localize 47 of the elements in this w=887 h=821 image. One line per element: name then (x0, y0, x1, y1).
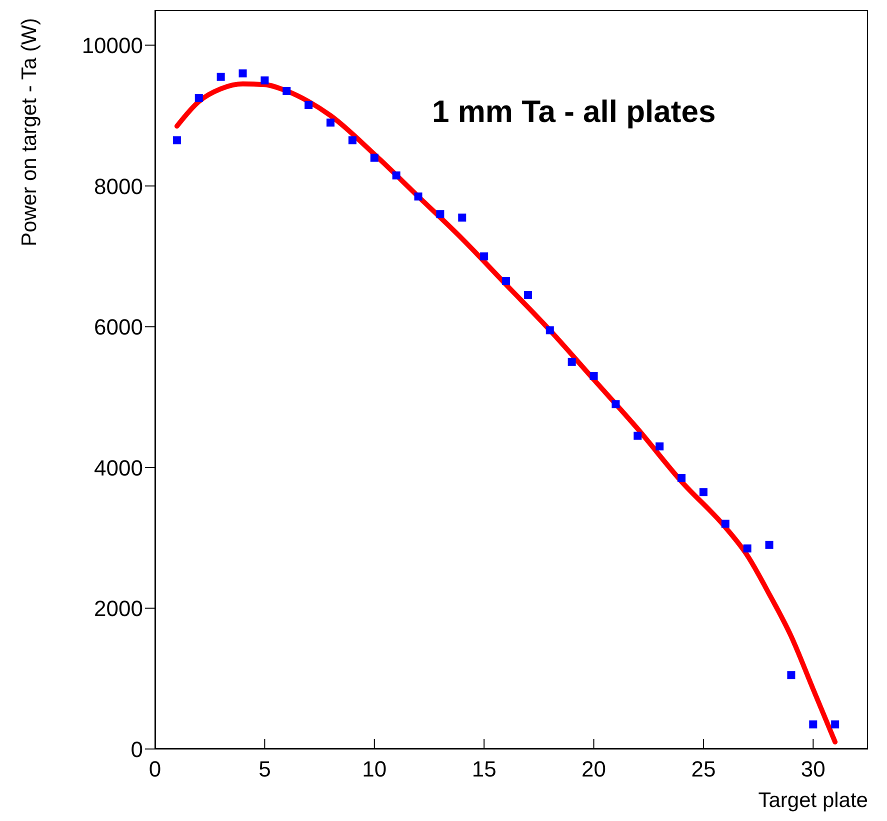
x-tick-label: 5 (258, 756, 271, 782)
point (656, 442, 664, 450)
point (634, 432, 642, 440)
y-tick-label: 2000 (94, 596, 143, 622)
y-tick-label: 10000 (82, 33, 143, 58)
point (370, 154, 378, 162)
point (590, 372, 598, 380)
point (348, 136, 356, 144)
point (326, 118, 335, 127)
point (304, 101, 313, 110)
x-tick-label: 20 (582, 756, 606, 782)
point (216, 72, 225, 81)
x-tick-label: 0 (148, 756, 162, 782)
point (678, 474, 686, 482)
y-tick-label: 0 (130, 736, 143, 762)
y-axis-title: Power on target - Ta (W) (18, 18, 41, 246)
x-tick-label: 15 (472, 756, 496, 782)
point (436, 210, 444, 218)
point (809, 720, 818, 728)
point (480, 252, 488, 260)
point (568, 358, 576, 366)
point (392, 171, 400, 180)
x-tick-label: 25 (691, 756, 716, 782)
x-tick-label: 30 (800, 756, 826, 782)
point (194, 94, 203, 102)
point (502, 276, 510, 285)
point (546, 326, 554, 334)
point (260, 76, 269, 84)
point (524, 291, 532, 300)
point (172, 136, 181, 144)
point (765, 540, 774, 549)
point (721, 520, 730, 528)
point (238, 69, 247, 78)
y-tick-label: 8000 (94, 174, 143, 199)
point (787, 671, 796, 680)
point (699, 488, 708, 496)
point (612, 400, 620, 408)
y-tick-label: 6000 (94, 314, 143, 340)
point (414, 192, 422, 201)
point (458, 214, 466, 222)
text: 1 mm Ta - all plates (432, 94, 716, 130)
point (282, 86, 291, 95)
point (743, 544, 752, 552)
x-tick-label: 10 (362, 756, 387, 782)
x-axis-title: Target plate (758, 789, 868, 812)
point (831, 720, 840, 728)
y-tick-label: 4000 (94, 455, 143, 480)
